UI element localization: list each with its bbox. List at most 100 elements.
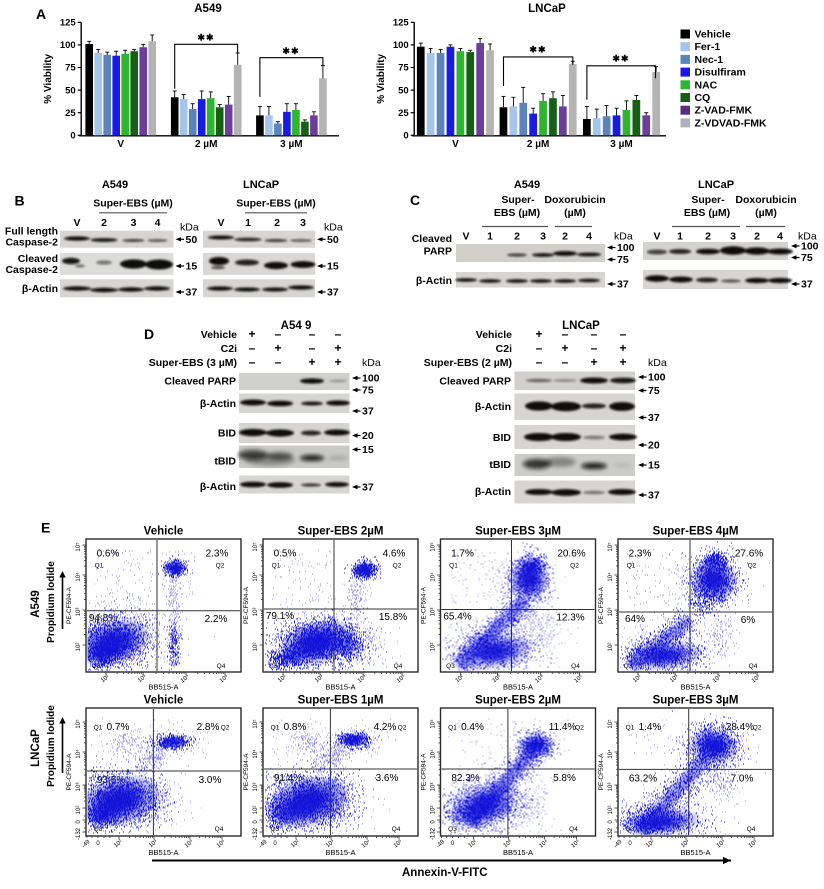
svg-text:3: 3 xyxy=(300,217,306,229)
svg-text:5.8%: 5.8% xyxy=(553,773,576,784)
svg-text:10⁵: 10⁵ xyxy=(75,542,82,552)
svg-text:0.8%: 0.8% xyxy=(284,722,307,733)
svg-text:% Viability: % Viability xyxy=(376,53,387,103)
svg-text:EBS (µM): EBS (µM) xyxy=(684,207,730,219)
svg-text:LNCaP: LNCaP xyxy=(698,179,734,191)
svg-text:kDa: kDa xyxy=(180,222,199,234)
svg-text:10⁵: 10⁵ xyxy=(395,673,407,684)
svg-text:tBID: tBID xyxy=(214,456,236,468)
svg-text:0: 0 xyxy=(451,841,455,847)
svg-text:–: – xyxy=(309,327,316,341)
svg-text:+: + xyxy=(334,341,341,355)
svg-text:EBS (µM): EBS (µM) xyxy=(494,207,540,219)
svg-text:Propidium Iodide: Propidium Iodide xyxy=(46,561,57,643)
svg-text:β-Actin: β-Actin xyxy=(475,486,511,498)
svg-text:kDa: kDa xyxy=(798,231,817,243)
svg-text:Q3: Q3 xyxy=(446,663,455,670)
svg-text:-132: -132 xyxy=(253,827,259,840)
svg-text:0: 0 xyxy=(70,131,75,142)
svg-text:4.2%: 4.2% xyxy=(374,722,397,733)
svg-text:Q4: Q4 xyxy=(217,663,226,670)
svg-text:–: – xyxy=(335,327,342,341)
svg-text:✱✱: ✱✱ xyxy=(282,46,299,56)
svg-text:100: 100 xyxy=(648,372,666,384)
svg-text:Super-EBS 2µM: Super-EBS 2µM xyxy=(475,695,561,707)
svg-text:7.0%: 7.0% xyxy=(731,773,754,784)
svg-text:37: 37 xyxy=(648,490,660,502)
svg-text:10³: 10³ xyxy=(492,674,503,684)
svg-text:PE-CF594-A: PE-CF594-A xyxy=(598,753,605,791)
svg-text:10⁴: 10⁴ xyxy=(252,572,259,582)
svg-text:D: D xyxy=(144,326,154,342)
svg-text:10²: 10² xyxy=(468,839,479,849)
svg-text:10³: 10³ xyxy=(608,608,614,617)
svg-text:75: 75 xyxy=(65,63,76,74)
svg-text:0.6%: 0.6% xyxy=(97,549,120,560)
svg-text:1: 1 xyxy=(677,231,683,243)
svg-text:3 µM: 3 µM xyxy=(610,139,632,150)
svg-text:PE-CF594-A: PE-CF594-A xyxy=(421,586,428,624)
svg-text:Super-EBS (µM): Super-EBS (µM) xyxy=(236,198,316,210)
svg-text:Annexin-V-FITC: Annexin-V-FITC xyxy=(402,867,488,879)
svg-text:3.6%: 3.6% xyxy=(376,773,399,784)
svg-text:10³: 10³ xyxy=(253,783,259,792)
svg-text:-132: -132 xyxy=(76,827,82,840)
svg-text:kDa: kDa xyxy=(324,222,343,234)
svg-text:Q4: Q4 xyxy=(392,826,401,833)
svg-text:3: 3 xyxy=(131,217,137,229)
svg-text:0.5%: 0.5% xyxy=(274,549,297,560)
svg-text:Propidium Iodide: Propidium Iodide xyxy=(46,705,57,787)
svg-text:+: + xyxy=(561,341,568,355)
svg-text:Q2: Q2 xyxy=(570,563,579,570)
svg-text:10⁵: 10⁵ xyxy=(607,719,614,729)
svg-text:Doxorubicin: Doxorubicin xyxy=(544,194,605,206)
svg-text:3: 3 xyxy=(730,231,736,243)
svg-text:15: 15 xyxy=(327,261,339,273)
svg-text:10⁴: 10⁴ xyxy=(607,749,614,759)
svg-text:PE-CF594-A: PE-CF594-A xyxy=(243,586,250,624)
svg-text:2: 2 xyxy=(562,231,568,243)
svg-text:-49: -49 xyxy=(81,839,92,850)
svg-text:B: B xyxy=(15,193,25,209)
svg-text:–: – xyxy=(591,341,598,355)
svg-text:PE-CF594-A: PE-CF594-A xyxy=(243,753,250,791)
svg-text:63.2%: 63.2% xyxy=(629,773,657,784)
svg-text:75: 75 xyxy=(362,385,374,397)
svg-text:Q2: Q2 xyxy=(393,563,402,570)
svg-text:15: 15 xyxy=(648,460,660,472)
svg-text:Vehicle: Vehicle xyxy=(476,329,512,341)
svg-text:Super-EBS 1µM: Super-EBS 1µM xyxy=(298,695,384,707)
svg-text:10²: 10² xyxy=(455,674,466,684)
svg-text:tBID: tBID xyxy=(489,459,511,471)
svg-text:V: V xyxy=(217,217,224,229)
svg-text:Q3: Q3 xyxy=(448,826,457,833)
svg-text:10⁴: 10⁴ xyxy=(538,838,550,849)
svg-text:PE-CF594-A: PE-CF594-A xyxy=(598,586,605,624)
svg-text:Fer-1: Fer-1 xyxy=(695,41,721,53)
svg-text:10²: 10² xyxy=(608,643,614,652)
svg-text:2: 2 xyxy=(514,231,520,243)
svg-text:10²: 10² xyxy=(431,643,437,652)
svg-text:4.6%: 4.6% xyxy=(383,549,406,560)
svg-text:10⁴: 10⁴ xyxy=(252,749,259,759)
svg-text:6%: 6% xyxy=(741,615,756,626)
svg-text:10³: 10³ xyxy=(608,783,614,792)
svg-text:125: 125 xyxy=(60,18,77,29)
svg-text:Doxorubicin: Doxorubicin xyxy=(735,194,796,206)
svg-text:-49: -49 xyxy=(258,839,269,850)
svg-text:Q1: Q1 xyxy=(448,725,457,732)
svg-text:V: V xyxy=(73,217,80,229)
svg-text:BID: BID xyxy=(218,428,237,440)
svg-text:2.3%: 2.3% xyxy=(206,549,229,560)
svg-text:82.3%: 82.3% xyxy=(451,773,479,784)
svg-text:10³: 10³ xyxy=(431,783,437,792)
svg-text:Cleaved: Cleaved xyxy=(412,233,452,245)
svg-text:10⁴: 10⁴ xyxy=(75,749,82,759)
svg-text:+: + xyxy=(308,355,315,369)
svg-text:Q2: Q2 xyxy=(753,725,762,732)
svg-text:BB515-A: BB515-A xyxy=(148,848,178,857)
svg-text:10²: 10² xyxy=(253,806,259,815)
svg-text:10²: 10² xyxy=(645,839,656,849)
svg-text:10⁵: 10⁵ xyxy=(430,719,437,729)
svg-text:50: 50 xyxy=(398,85,409,96)
